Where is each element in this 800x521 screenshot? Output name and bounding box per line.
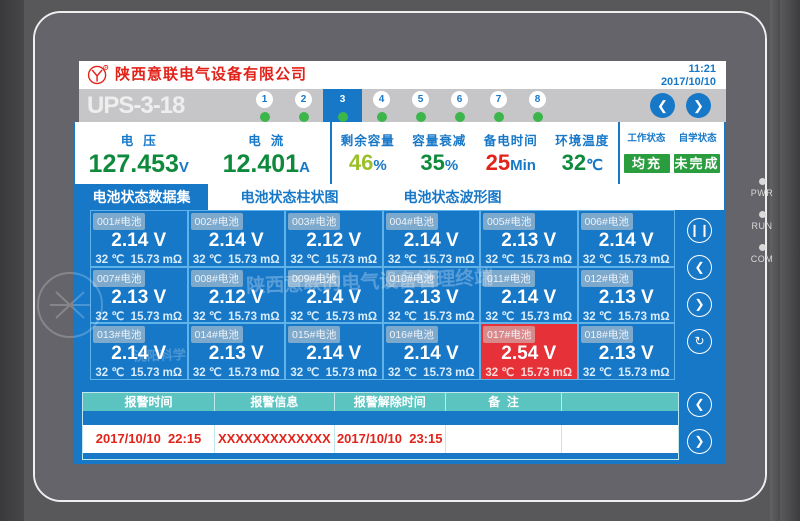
svg-text:R: R — [105, 67, 107, 70]
